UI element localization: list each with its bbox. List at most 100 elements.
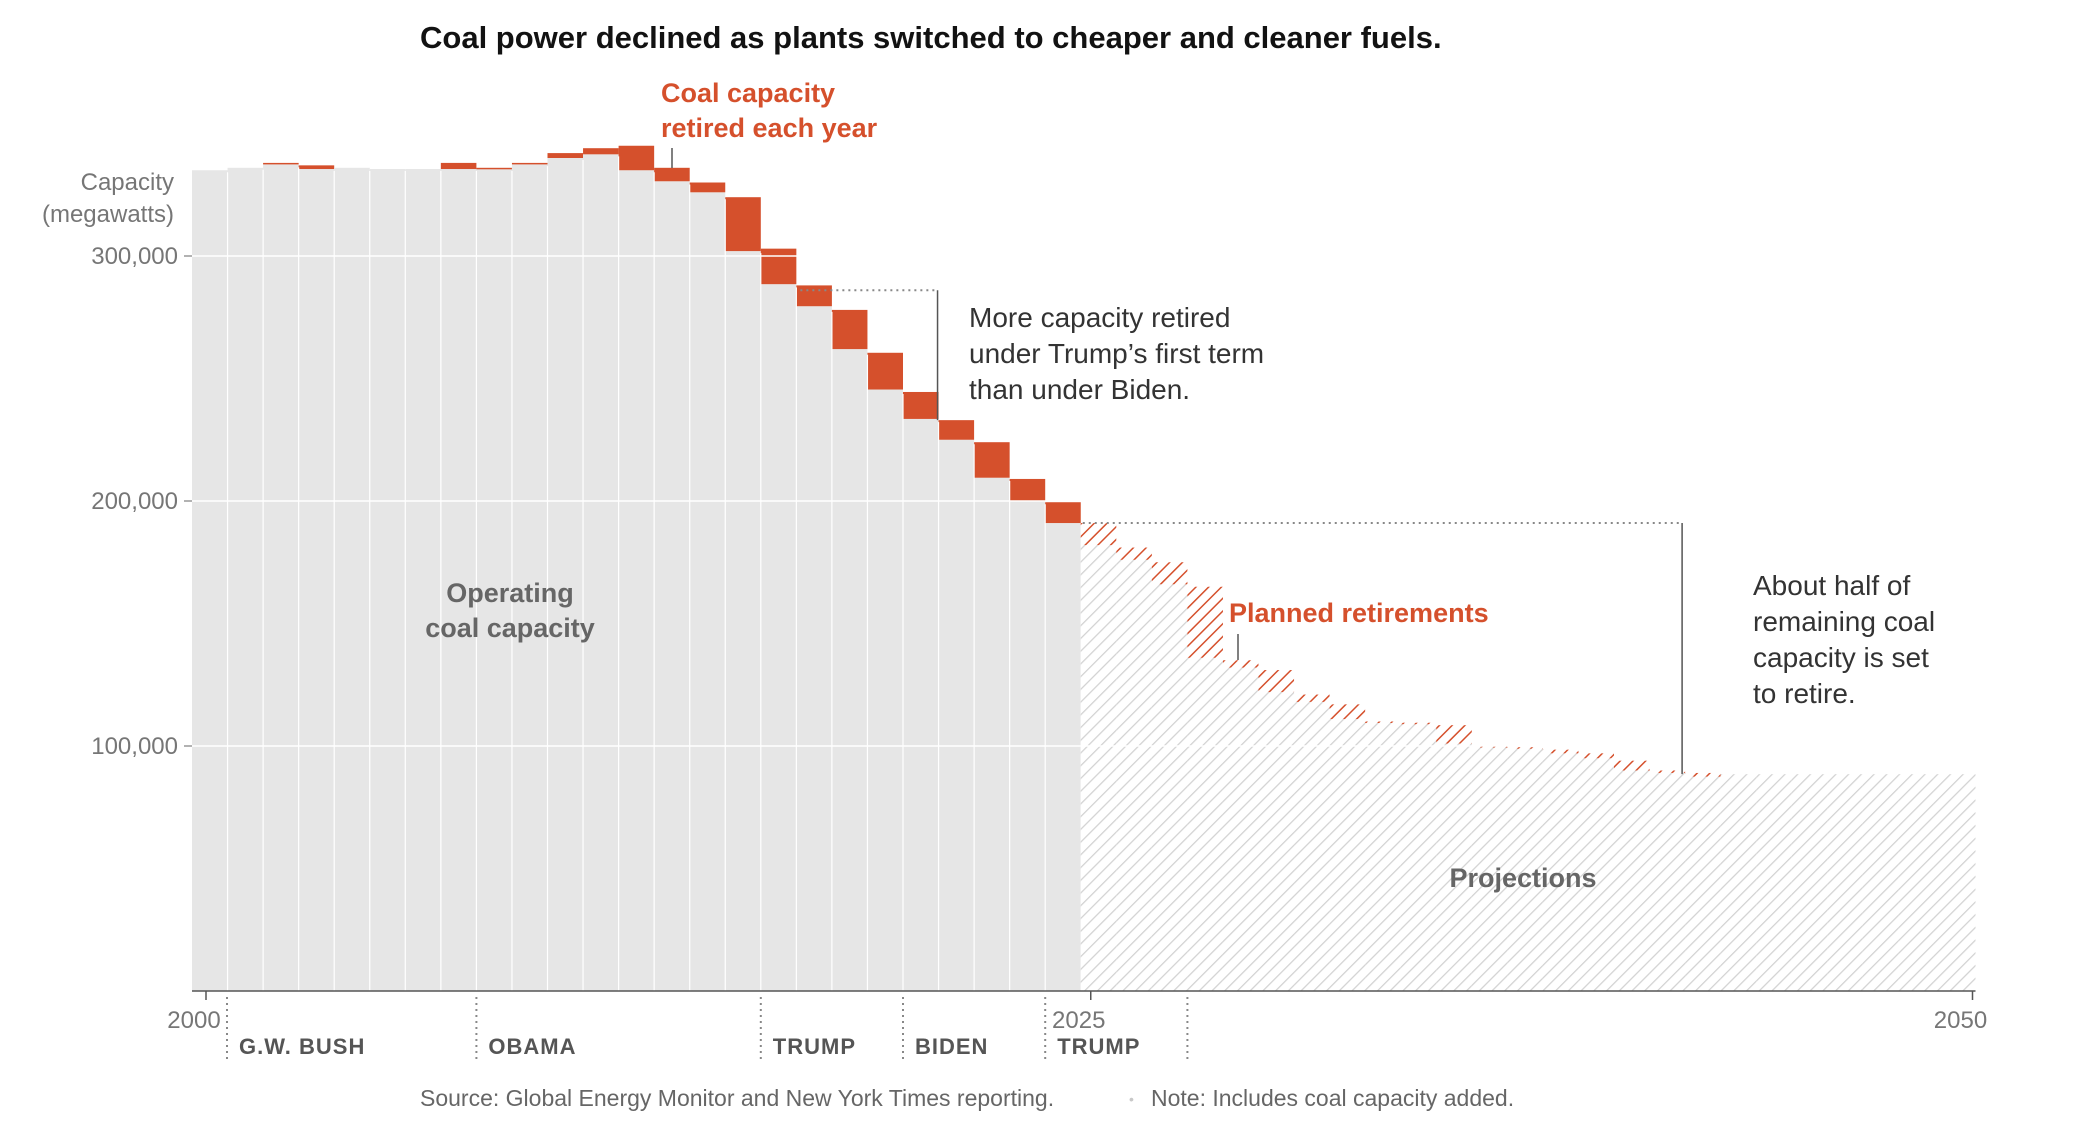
operating-bar-2022: [974, 477, 1010, 992]
operating-bar-2019: [867, 389, 903, 991]
y-axis-label-line-2: (megawatts): [42, 201, 174, 228]
era-label-0: G.W. BUSH: [239, 1034, 365, 1059]
projection-bar-2043: [1720, 774, 1757, 991]
retired-bar-2013: [654, 167, 690, 182]
x-axis: 2000 2025 2050: [167, 990, 1987, 1034]
operating-bar-2008: [476, 169, 512, 991]
operating-bar-2000: [192, 170, 228, 991]
trump-biden-annotation-line-2: under Trump’s first term: [969, 338, 1264, 369]
operating-bar-2020: [903, 418, 939, 991]
source-note: Source: Global Energy Monitor and New Yo…: [420, 1085, 1054, 1111]
retired-bar-2022: [974, 442, 1010, 478]
era-label-2: TRUMP: [773, 1034, 856, 1059]
projection-bar-2031: [1294, 701, 1330, 991]
retired-annotation-line-2: retired each year: [661, 113, 878, 143]
era-label-3: BIDEN: [915, 1034, 988, 1059]
half-retire-annotation-line-4: to retire.: [1753, 678, 1856, 709]
chart-title: Coal power declined as plants switched t…: [420, 20, 1442, 55]
footer-note: Note: Includes coal capacity added.: [1151, 1085, 1514, 1111]
retired-bar-2020: [903, 391, 939, 419]
planned-retirement-bar-2039: [1578, 753, 1614, 759]
era-label-1: OBAMA: [488, 1034, 576, 1059]
retired-bar-2015: [725, 197, 761, 252]
planned-retirement-bar-2031: [1294, 694, 1330, 702]
planned-retirement-bar-2025: [1080, 523, 1117, 546]
reference-brackets: [800, 289, 1683, 775]
projection-bar-2028: [1187, 657, 1223, 991]
operating-bar-2014: [689, 192, 726, 992]
planned-retirement-bar-2041: [1649, 770, 1686, 773]
planned-retirement-bar-2035: [1436, 725, 1472, 744]
retired-bar-2023: [1009, 478, 1046, 501]
retired-bar-2011: [583, 148, 619, 155]
retired-bar-2018: [831, 309, 868, 350]
projection-bar-2036: [1471, 747, 1508, 991]
operating-bar-2007: [440, 169, 477, 991]
planned-retirement-bar-2030: [1258, 670, 1295, 693]
planned-retirements-label: Planned retirements: [1229, 598, 1489, 628]
retired-bar-2014: [689, 182, 726, 193]
operating-bar-2006: [405, 169, 441, 991]
operating-bar-2021: [938, 439, 975, 991]
projection-bar-2027: [1151, 584, 1188, 991]
retired-bar-2019: [867, 352, 903, 390]
operating-bar-2002: [263, 164, 299, 991]
projection-bar-2032: [1329, 719, 1366, 991]
planned-retirement-bar-2027: [1151, 562, 1188, 585]
projection-bar-2046: [1827, 774, 1863, 991]
retired-bar-2003: [298, 165, 335, 170]
projection-bar-2025: [1080, 545, 1117, 991]
operating-capacity-label-line-2: coal capacity: [425, 613, 595, 643]
gridlines: [188, 156, 1976, 991]
x-tick-label-2025: 2025: [1052, 1007, 1105, 1034]
era-label-4: TRUMP: [1057, 1034, 1140, 1059]
planned-retirement-bar-2028: [1187, 586, 1223, 658]
retired-bar-2008: [476, 167, 512, 170]
y-tick-label-200000: 200,000: [91, 488, 178, 515]
retired-bar-2002: [263, 162, 299, 165]
y-tick-label-100000: 100,000: [91, 733, 178, 760]
planned-retirement-bar-2029: [1222, 660, 1259, 668]
footer-separator: •: [1129, 1091, 1134, 1107]
operating-bar-2011: [583, 154, 619, 991]
planned-retirement-bar-2032: [1329, 704, 1366, 720]
projection-bar-2037: [1507, 748, 1543, 991]
planned-retirement-bar-2040: [1614, 760, 1650, 771]
projection-bar-2033: [1365, 722, 1401, 991]
operating-bar-2003: [298, 169, 335, 991]
projection-bar-2039: [1578, 758, 1614, 991]
retired-bar-2007: [440, 162, 477, 170]
projection-bar-2042: [1685, 776, 1721, 991]
half-retire-annotation-line-3: capacity is set: [1753, 642, 1929, 673]
x-tick-label-2050: 2050: [1934, 1007, 1987, 1034]
half-retire-annotation-line-2: remaining coal: [1753, 606, 1935, 637]
projection-bar-2044: [1756, 774, 1792, 991]
operating-bar-2009: [511, 164, 548, 991]
retired-bar-2010: [547, 153, 584, 158]
projection-bar-2026: [1116, 559, 1152, 991]
projection-bar-2040: [1614, 770, 1650, 991]
projection-bar-2038: [1542, 753, 1579, 991]
projection-bar-2034: [1400, 723, 1437, 991]
operating-bar-2017: [796, 306, 832, 992]
bars-layer: [192, 145, 1976, 992]
operating-bar-2001: [227, 167, 264, 992]
operating-bar-2010: [547, 158, 584, 991]
projection-bar-2041: [1649, 772, 1686, 991]
retired-bar-2021: [938, 420, 975, 440]
operating-bar-2013: [654, 181, 690, 991]
projection-bar-2030: [1258, 692, 1295, 991]
retired-bar-2009: [511, 162, 548, 165]
operating-bar-2012: [618, 170, 655, 991]
retired-annotation-line-1: Coal capacity: [661, 78, 835, 108]
trump-biden-annotation-line-1: More capacity retired: [969, 302, 1230, 333]
planned-retirement-bar-2026: [1116, 547, 1152, 560]
y-axis-label-line-1: Capacity: [81, 169, 174, 196]
retired-bar-2017: [796, 285, 832, 307]
retired-bar-2024: [1045, 502, 1081, 524]
projection-bar-2047: [1862, 774, 1899, 991]
trump-biden-annotation-line-3: than under Biden.: [969, 374, 1190, 405]
operating-bar-2016: [760, 284, 797, 991]
projection-bar-2035: [1436, 743, 1472, 991]
half-retire-annotation-line-1: About half of: [1753, 570, 1910, 601]
